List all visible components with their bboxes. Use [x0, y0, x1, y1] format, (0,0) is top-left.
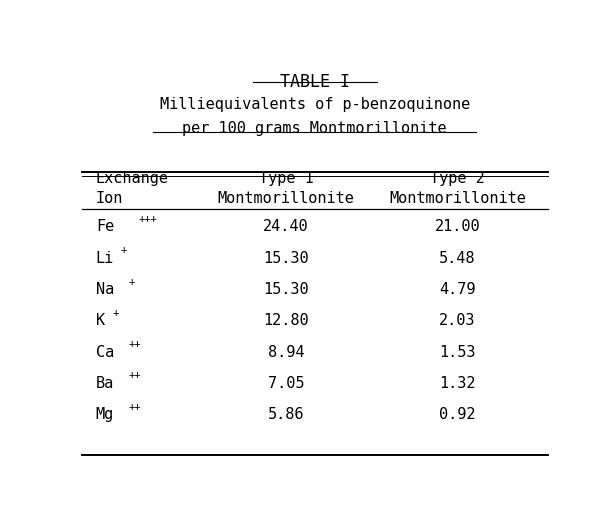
Text: 24.40: 24.40 [263, 219, 309, 234]
Text: Ca: Ca [96, 345, 114, 359]
Text: ++: ++ [128, 402, 141, 412]
Text: per 100 grams Montmorillonite: per 100 grams Montmorillonite [182, 121, 447, 135]
Text: 15.30: 15.30 [263, 282, 309, 297]
Text: Na: Na [96, 282, 114, 297]
Text: Type 1
Montmorillonite: Type 1 Montmorillonite [218, 171, 354, 206]
Text: TABLE I: TABLE I [279, 72, 350, 91]
Text: 0.92: 0.92 [439, 407, 476, 422]
Text: 1.53: 1.53 [439, 345, 476, 359]
Text: Type 2
Montmorillonite: Type 2 Montmorillonite [389, 171, 526, 206]
Text: 5.48: 5.48 [439, 251, 476, 266]
Text: ++: ++ [128, 370, 141, 380]
Text: Mg: Mg [96, 407, 114, 422]
Text: ++: ++ [128, 339, 141, 349]
Text: 4.79: 4.79 [439, 282, 476, 297]
Text: Milliequivalents of p-benzoquinone: Milliequivalents of p-benzoquinone [160, 96, 470, 111]
Text: +: + [120, 245, 126, 255]
Text: +: + [128, 277, 134, 287]
Text: Fe: Fe [96, 219, 114, 234]
Text: 1.32: 1.32 [439, 376, 476, 391]
Text: 15.30: 15.30 [263, 251, 309, 266]
Text: 7.05: 7.05 [268, 376, 305, 391]
Text: 5.86: 5.86 [268, 407, 305, 422]
Text: 21.00: 21.00 [435, 219, 480, 234]
Text: Exchange
Ion: Exchange Ion [96, 171, 169, 206]
Text: 8.94: 8.94 [268, 345, 305, 359]
Text: +++: +++ [139, 214, 157, 224]
Text: +: + [113, 308, 119, 318]
Text: 2.03: 2.03 [439, 313, 476, 328]
Text: Ba: Ba [96, 376, 114, 391]
Text: 12.80: 12.80 [263, 313, 309, 328]
Text: Li: Li [96, 251, 114, 266]
Text: K: K [96, 313, 105, 328]
